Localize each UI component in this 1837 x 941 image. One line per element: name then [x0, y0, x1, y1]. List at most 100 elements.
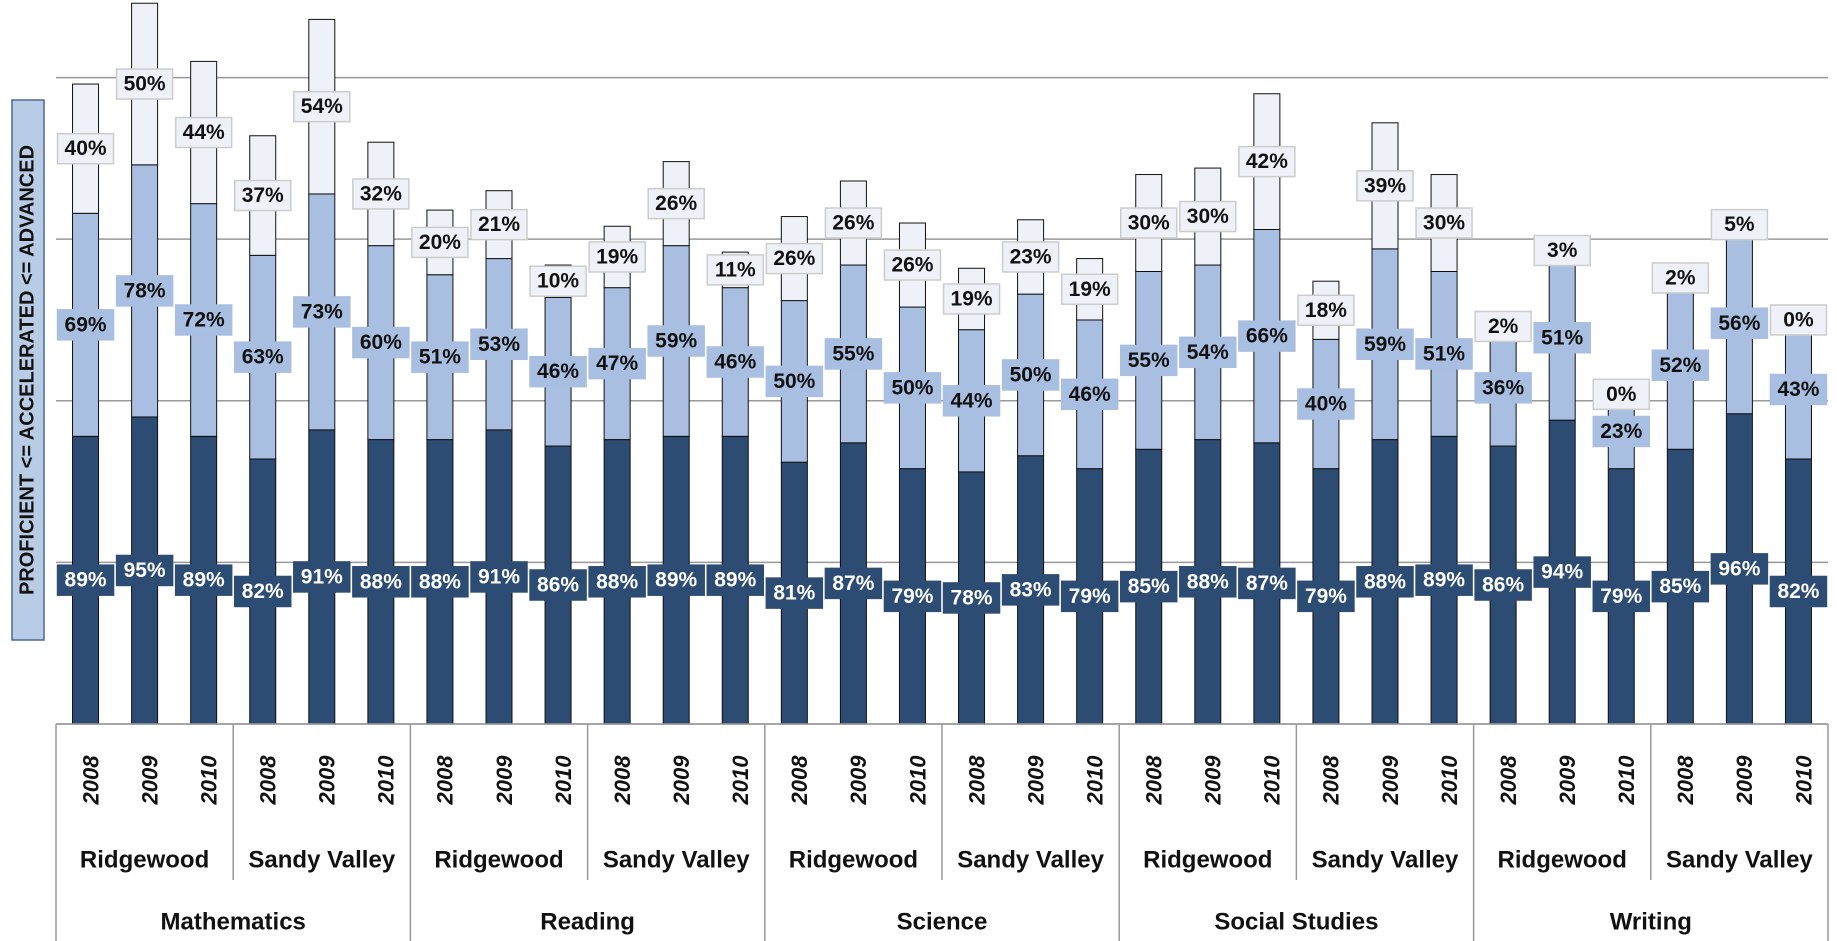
x-tick-label: 2010 [1437, 755, 1462, 806]
value-label-box [1238, 145, 1296, 178]
x-tick-label: 2010 [196, 755, 221, 806]
value-label: 89% [655, 569, 697, 592]
value-label: 79% [1600, 585, 1642, 608]
value-label: 30% [1423, 212, 1465, 235]
value-label-box [56, 132, 115, 165]
x-tick-label: 2009 [492, 755, 517, 806]
x-tick-label: 2010 [1791, 755, 1816, 806]
value-label: 82% [242, 580, 284, 603]
value-label-box [588, 566, 646, 598]
value-label: 36% [1482, 376, 1524, 399]
value-label-box [1710, 208, 1769, 241]
value-label: 87% [832, 572, 874, 595]
value-label-box [942, 582, 1001, 614]
x-tick-label: 2010 [1082, 755, 1107, 806]
value-label: 85% [1659, 575, 1701, 598]
value-label: 21% [478, 213, 520, 236]
value-label-box [411, 226, 469, 259]
x-tick-label: 2009 [1201, 755, 1226, 806]
school-label: Ridgewood [434, 846, 563, 873]
value-label-box [115, 275, 174, 307]
value-label-box [1769, 373, 1828, 406]
value-label-box [529, 355, 587, 388]
value-label-box [233, 341, 292, 373]
value-label: 19% [596, 246, 638, 269]
x-tick-label: 2010 [905, 755, 930, 806]
value-label: 56% [1718, 312, 1760, 335]
x-tick-label: 2010 [1614, 755, 1639, 806]
value-label: 37% [242, 184, 284, 207]
value-label: 86% [1482, 574, 1524, 597]
value-label: 86% [537, 574, 579, 597]
value-label-box [1119, 344, 1178, 377]
value-label: 30% [1187, 205, 1229, 228]
subject-label: Social Studies [1214, 908, 1378, 935]
value-label-box [647, 187, 705, 220]
value-label: 72% [183, 309, 225, 332]
value-label-box [411, 566, 469, 598]
value-label: 40% [1305, 393, 1347, 416]
value-label-box [293, 90, 351, 123]
value-label-box [1474, 569, 1532, 601]
value-label: 91% [301, 565, 343, 588]
value-label: 88% [1364, 570, 1406, 593]
value-label-box [470, 561, 528, 593]
x-tick-label: 2008 [433, 755, 458, 806]
value-label: 19% [951, 288, 993, 311]
value-label-box [1710, 553, 1769, 585]
value-label: 95% [124, 559, 166, 582]
value-label: 19% [1069, 278, 1111, 301]
value-label-box [233, 179, 292, 212]
value-label: 44% [951, 389, 993, 412]
x-tick-label: 2009 [315, 755, 340, 806]
value-label: 89% [714, 569, 756, 592]
value-label: 46% [714, 351, 756, 374]
value-label: 91% [478, 565, 520, 588]
value-label-box [1238, 320, 1296, 352]
value-label-box [56, 564, 115, 596]
value-label-box [706, 346, 765, 378]
subject-label: Writing [1610, 908, 1692, 935]
value-label-box [647, 325, 705, 357]
value-label-box [1533, 556, 1591, 588]
value-label: 88% [360, 570, 402, 593]
value-label: 94% [1541, 561, 1583, 584]
school-label: Sandy Valley [1312, 846, 1459, 873]
value-label-box [411, 341, 469, 373]
value-label-box [1179, 200, 1237, 233]
value-label-box [1297, 388, 1355, 420]
school-label: Ridgewood [1498, 846, 1627, 873]
value-label-box [883, 580, 942, 613]
value-label: 3% [1547, 239, 1578, 262]
value-label: 10% [537, 270, 579, 293]
x-tick-label: 2009 [846, 755, 871, 806]
value-label-box [470, 328, 528, 360]
value-label-box [352, 566, 410, 598]
value-label-box [1297, 294, 1355, 327]
value-label: 43% [1777, 378, 1819, 401]
value-label: 32% [360, 182, 402, 205]
x-tick-label: 2010 [728, 755, 753, 806]
subject-label: Mathematics [161, 908, 306, 935]
value-label: 85% [1128, 575, 1170, 598]
value-label-box [1769, 304, 1828, 336]
value-label-box [293, 296, 351, 328]
value-label: 78% [124, 279, 166, 302]
value-label: 50% [891, 376, 933, 399]
value-label: 23% [1010, 246, 1052, 269]
value-label: 2% [1488, 315, 1519, 338]
x-tick-label: 2010 [1260, 755, 1285, 806]
value-label: 73% [301, 300, 343, 323]
value-label-box [56, 309, 115, 341]
value-label-box [293, 561, 351, 593]
value-label: 50% [1010, 363, 1052, 386]
value-label: 83% [1010, 578, 1052, 601]
x-tick-label: 2008 [610, 755, 635, 806]
value-label: 26% [832, 212, 874, 235]
value-label-box [1651, 262, 1710, 294]
value-label: 42% [1246, 150, 1288, 173]
value-label: 55% [1128, 349, 1170, 372]
value-label-box [115, 554, 174, 587]
value-label-box [765, 242, 824, 275]
value-label: 46% [537, 360, 579, 383]
